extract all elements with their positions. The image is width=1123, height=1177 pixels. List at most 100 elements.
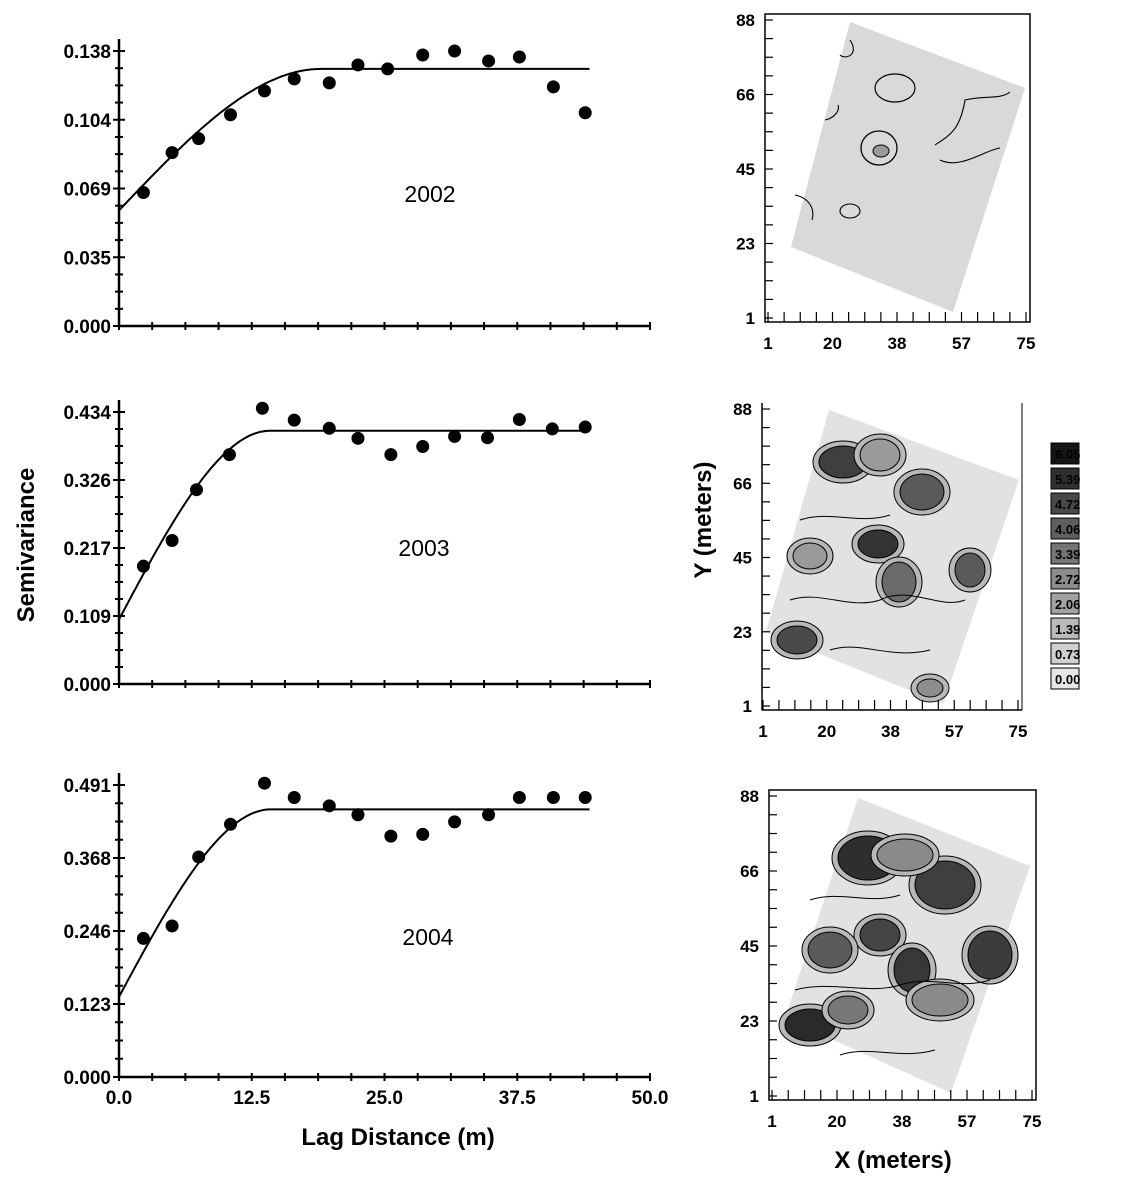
legend-swatch bbox=[1050, 517, 1080, 540]
data-point bbox=[322, 421, 336, 435]
map-x-tick-label: 20 bbox=[823, 334, 842, 353]
data-point bbox=[512, 413, 526, 427]
contour-band bbox=[881, 561, 917, 603]
data-point bbox=[545, 422, 559, 436]
legend-swatch bbox=[1050, 617, 1080, 640]
contour-band bbox=[967, 930, 1013, 980]
legend-swatch bbox=[1050, 542, 1080, 565]
legend-label: 0.00 bbox=[1055, 672, 1080, 687]
year-annotation: 2002 bbox=[404, 181, 455, 207]
data-point bbox=[287, 790, 301, 804]
y-tick-label: 0.123 bbox=[63, 995, 111, 1016]
data-point bbox=[322, 76, 336, 90]
data-point bbox=[165, 919, 179, 933]
data-point bbox=[448, 815, 462, 829]
y-tick-label: 0.368 bbox=[63, 849, 111, 870]
data-point bbox=[578, 420, 592, 434]
data-point bbox=[512, 50, 526, 64]
data-point bbox=[416, 827, 430, 841]
map-x-tick-label: 20 bbox=[817, 722, 836, 741]
legend-swatch bbox=[1050, 492, 1080, 515]
data-point bbox=[190, 483, 204, 497]
data-point bbox=[257, 84, 271, 98]
legend-label: 4.06 bbox=[1055, 522, 1080, 537]
contour-line bbox=[794, 894, 991, 1056]
data-point bbox=[351, 431, 365, 445]
kriged-map-2003: 1 20 38 57 75 1 23 45 66 88 6.05 5.39 4.72 4.06 3.39 2.… bbox=[733, 400, 1080, 741]
y-tick-label: 0.035 bbox=[63, 248, 111, 269]
data-point bbox=[381, 62, 395, 76]
legend-swatch bbox=[1050, 642, 1080, 665]
y-tick-label: 0.491 bbox=[63, 776, 111, 797]
map-x-tick-label: 57 bbox=[958, 1112, 977, 1131]
data-point bbox=[224, 108, 238, 122]
legend-swatch bbox=[1050, 442, 1080, 465]
data-point bbox=[448, 44, 462, 58]
contour-band bbox=[899, 473, 945, 511]
contour-line bbox=[839, 203, 861, 219]
contour-band bbox=[914, 860, 976, 910]
legend-label: 2.06 bbox=[1055, 597, 1080, 612]
data-point bbox=[384, 829, 398, 843]
map-y-tick-label: 45 bbox=[733, 549, 752, 568]
model-curve bbox=[118, 67, 590, 212]
data-point bbox=[192, 132, 206, 146]
legend-label: 2.72 bbox=[1055, 572, 1080, 587]
variogram-panels: 0.0000.0350.0690.1040.13820020.0000.1090… bbox=[63, 39, 668, 1109]
contour-band bbox=[776, 625, 818, 655]
x-tick-label: 37.5 bbox=[499, 1088, 536, 1109]
data-point bbox=[448, 429, 462, 443]
year-annotation: 2003 bbox=[398, 535, 449, 561]
map-y-tick-label: 88 bbox=[740, 787, 759, 806]
map-x-tick-label: 38 bbox=[893, 1112, 912, 1131]
contour-band bbox=[859, 918, 901, 952]
map-x-tick-label: 38 bbox=[888, 334, 907, 353]
kriged-map-panels: 1 20 38 57 75 1 23 45 66 88 1 20 38 57 75 1 23 45 66 88 6.05… bbox=[733, 11, 1080, 1131]
contour-band bbox=[807, 931, 853, 969]
map-y-tick-label: 88 bbox=[736, 11, 755, 30]
model-curve bbox=[118, 808, 590, 998]
variogram-2004: 0.000 0.123 0.246 0.368 0.491 0.0 12.5 25.0 37.5… bbox=[63, 773, 668, 1109]
map-y-tick-label: 88 bbox=[733, 400, 752, 419]
map-y-tick-label: 66 bbox=[733, 474, 752, 493]
x-axis-title: Lag Distance (m) bbox=[301, 1124, 494, 1151]
map-y-tick-label: 66 bbox=[740, 862, 759, 881]
data-point bbox=[165, 146, 179, 160]
y-tick-label: 0.246 bbox=[63, 922, 111, 943]
data-point bbox=[482, 808, 496, 822]
kriged-map-2002: 1 20 38 57 75 1 23 45 66 88 bbox=[736, 11, 1035, 353]
contour-line bbox=[934, 91, 1011, 164]
y-tick-label: 0.000 bbox=[63, 675, 111, 696]
data-point bbox=[287, 72, 301, 86]
y-tick-label: 0.326 bbox=[63, 471, 111, 492]
data-point bbox=[351, 808, 365, 822]
data-point bbox=[255, 401, 269, 415]
legend-label: 3.39 bbox=[1055, 547, 1080, 562]
x-tick-label: 25.0 bbox=[366, 1088, 403, 1109]
legend-label: 4.72 bbox=[1055, 497, 1080, 512]
contour-band bbox=[911, 983, 969, 1017]
y-axis-title: Semivariance bbox=[13, 468, 40, 623]
map-y-tick-label: 45 bbox=[740, 937, 759, 956]
legend-swatch bbox=[1050, 567, 1080, 590]
y-tick-label: 0.138 bbox=[63, 42, 111, 63]
map-y-tick-label: 66 bbox=[736, 86, 755, 105]
map-x-tick-label: 1 bbox=[767, 1112, 776, 1131]
map-x-tick-label: 38 bbox=[881, 722, 900, 741]
data-point bbox=[136, 185, 150, 199]
variogram-2002: 0.000 0.035 0.069 0.104 0.138 2002 bbox=[63, 39, 651, 338]
legend-swatch bbox=[1050, 592, 1080, 615]
map-x-tick-label: 75 bbox=[1023, 1112, 1042, 1131]
contour-line bbox=[789, 514, 966, 654]
map-y-tick-label: 23 bbox=[740, 1012, 759, 1031]
data-point bbox=[481, 431, 495, 445]
contour-line bbox=[874, 73, 916, 103]
data-point bbox=[546, 790, 560, 804]
data-point bbox=[322, 799, 336, 813]
data-point bbox=[136, 559, 150, 573]
map-x-tick-label: 57 bbox=[952, 334, 971, 353]
map-y-axis-title: Y (meters) bbox=[690, 462, 717, 579]
data-point bbox=[482, 54, 496, 68]
data-point bbox=[257, 776, 271, 790]
